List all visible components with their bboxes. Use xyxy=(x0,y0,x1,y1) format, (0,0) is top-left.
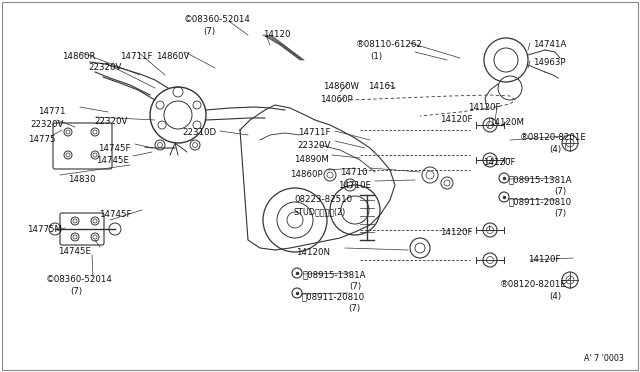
Text: Ⓜ08915-1381A: Ⓜ08915-1381A xyxy=(509,175,573,184)
Text: 14711F: 14711F xyxy=(120,52,152,61)
Text: 14710: 14710 xyxy=(340,168,367,177)
Text: Ⓜ08915-1381A: Ⓜ08915-1381A xyxy=(303,270,367,279)
Text: 14120F: 14120F xyxy=(468,103,500,112)
Text: 14745F: 14745F xyxy=(98,144,131,153)
Text: 14120: 14120 xyxy=(263,30,291,39)
Text: 14860R: 14860R xyxy=(62,52,95,61)
Text: 14830: 14830 xyxy=(68,175,95,184)
Text: 14120F: 14120F xyxy=(528,255,561,264)
Text: 14711F: 14711F xyxy=(298,128,330,137)
Text: (4): (4) xyxy=(549,292,561,301)
Text: (1): (1) xyxy=(370,52,382,61)
Text: 14120N: 14120N xyxy=(296,248,330,257)
Text: 14890M: 14890M xyxy=(294,155,329,164)
Text: (7): (7) xyxy=(349,282,361,291)
Text: A' 7 '0003: A' 7 '0003 xyxy=(584,354,624,363)
Text: 14060P: 14060P xyxy=(320,95,353,104)
Text: 22320V: 22320V xyxy=(30,120,63,129)
Text: 14161: 14161 xyxy=(368,82,396,91)
Text: 08223-82510: 08223-82510 xyxy=(294,195,352,204)
Text: 14775: 14775 xyxy=(28,135,56,144)
Text: STUDスタッド(2): STUDスタッド(2) xyxy=(294,207,346,216)
Text: Ⓝ08911-20810: Ⓝ08911-20810 xyxy=(509,197,572,206)
Text: ©08360-52014: ©08360-52014 xyxy=(46,275,113,284)
Text: 22320V: 22320V xyxy=(88,63,122,72)
Text: 14120F: 14120F xyxy=(440,115,472,124)
Text: 14741A: 14741A xyxy=(533,40,566,49)
Text: ®08120-8201E: ®08120-8201E xyxy=(520,133,587,142)
Text: 14745E: 14745E xyxy=(96,156,129,165)
Text: (4): (4) xyxy=(549,145,561,154)
Text: Ⓝ08911-20810: Ⓝ08911-20810 xyxy=(302,292,365,301)
Text: 14860P: 14860P xyxy=(290,170,323,179)
Text: (7): (7) xyxy=(348,304,360,313)
Text: (7): (7) xyxy=(554,209,566,218)
Text: (7): (7) xyxy=(70,287,82,296)
Text: 14860V: 14860V xyxy=(156,52,189,61)
Text: 14860W: 14860W xyxy=(323,82,359,91)
Text: 14120F: 14120F xyxy=(440,228,472,237)
Text: ©08360-52014: ©08360-52014 xyxy=(184,15,251,24)
Text: 14745E: 14745E xyxy=(58,247,91,256)
Text: 22320V: 22320V xyxy=(297,141,330,150)
Text: ®08120-8201E: ®08120-8201E xyxy=(500,280,567,289)
Text: (7): (7) xyxy=(203,27,215,36)
Text: 14775M: 14775M xyxy=(27,225,62,234)
Text: 14745F: 14745F xyxy=(99,210,131,219)
Text: ®08110-61262: ®08110-61262 xyxy=(356,40,423,49)
Text: 22310D: 22310D xyxy=(182,128,216,137)
Text: 14771: 14771 xyxy=(38,107,65,116)
Text: 14120M: 14120M xyxy=(489,118,524,127)
Text: 14963P: 14963P xyxy=(533,58,566,67)
Text: 22320V: 22320V xyxy=(94,117,127,126)
Text: 14120F: 14120F xyxy=(483,158,515,167)
Text: (7): (7) xyxy=(554,187,566,196)
Text: 14710E: 14710E xyxy=(338,181,371,190)
